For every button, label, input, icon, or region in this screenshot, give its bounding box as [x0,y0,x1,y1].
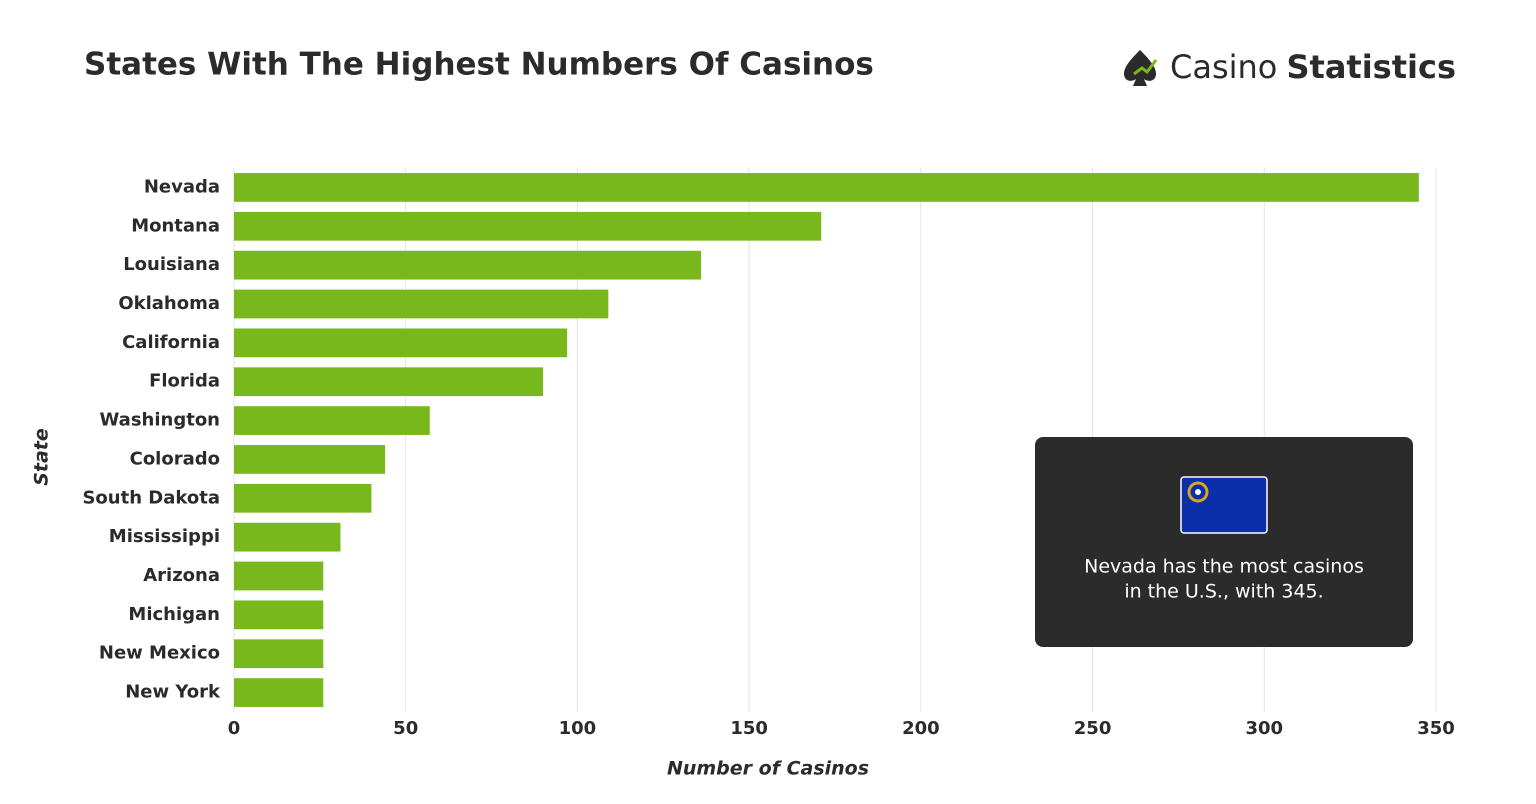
y-tick-label: Washington [99,410,220,431]
y-tick-label: Nevada [144,176,220,197]
annotation-box: Nevada has the most casinos in the U.S.,… [1035,437,1413,647]
bar [234,250,702,280]
chart-title: States With The Highest Numbers Of Casin… [84,47,874,83]
annotation-text: Nevada has the most casinos [1084,556,1364,578]
x-tick-label: 150 [730,718,768,739]
y-tick-label: Louisiana [123,254,220,275]
y-tick-label: California [122,332,220,353]
x-tick-label: 350 [1417,718,1455,739]
bar [234,522,341,552]
flag-star [1195,489,1201,495]
bar [234,328,568,358]
y-tick-label: Montana [131,215,220,236]
annotation-background [1035,437,1413,647]
y-axis-label: State [31,428,53,486]
y-tick-label: Michigan [128,604,220,625]
bar [234,600,324,630]
bar [234,367,544,397]
x-tick-label: 50 [393,718,418,739]
y-tick-label: Oklahoma [118,293,220,314]
logo-trend [1133,59,1158,76]
bar [234,639,324,669]
y-tick-label: Arizona [143,565,220,586]
x-tick-label: 300 [1245,718,1283,739]
brand-logo: Casino Statistics [1124,48,1456,86]
bar [234,406,430,435]
x-tick-label: 200 [902,718,940,739]
y-tick-label: Colorado [130,448,220,469]
bar [234,211,822,241]
x-tick-label: 250 [1074,718,1112,739]
bar [234,173,1419,202]
y-tick-label: Florida [149,371,220,392]
bar [234,561,324,591]
annotation-text: in the U.S., with 345. [1124,581,1323,603]
x-tick-label: 0 [228,718,241,739]
y-tick-label: New York [125,682,221,703]
y-tick-label: Mississippi [109,526,220,547]
x-axis-label: Number of Casinos [667,758,869,780]
plot: 0 50 100 150 200 250 300 350 Nevada Montana Louisi… [82,168,1455,739]
brand-name: Casino [1170,48,1277,86]
x-tick-label: 100 [559,718,597,739]
bar [234,289,609,319]
brand-name: Statistics [1286,48,1456,86]
bar [234,483,372,513]
y-tick-label: New Mexico [99,643,220,664]
bar [234,445,386,474]
bar [234,678,324,707]
y-tick-label: South Dakota [82,487,220,508]
